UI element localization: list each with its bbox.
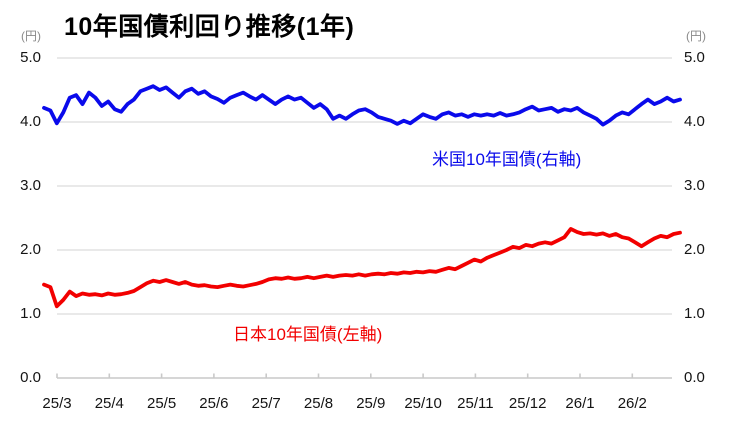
chart-title: 10年国債利回り推移(1年)	[64, 13, 355, 41]
line-japan-10y	[42, 226, 682, 309]
right-axis-tick-label: 3.0	[684, 177, 705, 194]
left-axis-tick-label: 3.0	[20, 177, 41, 194]
right-axis-tick-label: 2.0	[684, 241, 705, 258]
left-axis-tick-label: 4.0	[20, 113, 41, 130]
left-axis-tick-label: 1.0	[20, 305, 41, 322]
left-axis-tick-label: 0.0	[20, 369, 41, 386]
x-axis-tick-label: 25/6	[199, 395, 229, 412]
left-axis-tick-label: 5.0	[20, 49, 41, 66]
right-axis-unit-label: (円)	[686, 29, 706, 43]
x-axis-tick-label: 25/10	[404, 395, 442, 412]
legend-japan-10y: 日本10年国債(左軸)	[233, 325, 383, 344]
x-axis-tick-label: 25/4	[94, 395, 124, 412]
x-axis-tick-label: 25/9	[356, 395, 386, 412]
right-axis-tick-label: 0.0	[684, 369, 705, 386]
x-axis-tick-label: 25/5	[146, 395, 177, 412]
x-axis-tick-label: 25/11	[457, 395, 494, 412]
legend-us-10y: 米国10年国債(右軸)	[432, 150, 582, 169]
right-axis-tick-label: 1.0	[684, 305, 705, 322]
right-axis-tick-label: 4.0	[684, 113, 705, 130]
x-axis-tick-label: 25/3	[42, 395, 72, 412]
right-axis-tick-label: 5.0	[684, 49, 705, 66]
x-axis-tick-label: 25/12	[508, 395, 547, 412]
left-axis-tick-label: 2.0	[20, 241, 41, 258]
line-us-10y	[42, 84, 682, 127]
left-axis-unit-label: (円)	[21, 29, 41, 43]
x-axis-tick-label: 25/7	[251, 395, 281, 412]
x-axis-tick-label: 25/8	[303, 395, 334, 412]
x-axis-tick-label: 26/1	[565, 395, 595, 412]
x-axis-tick-label: 26/2	[617, 395, 647, 412]
